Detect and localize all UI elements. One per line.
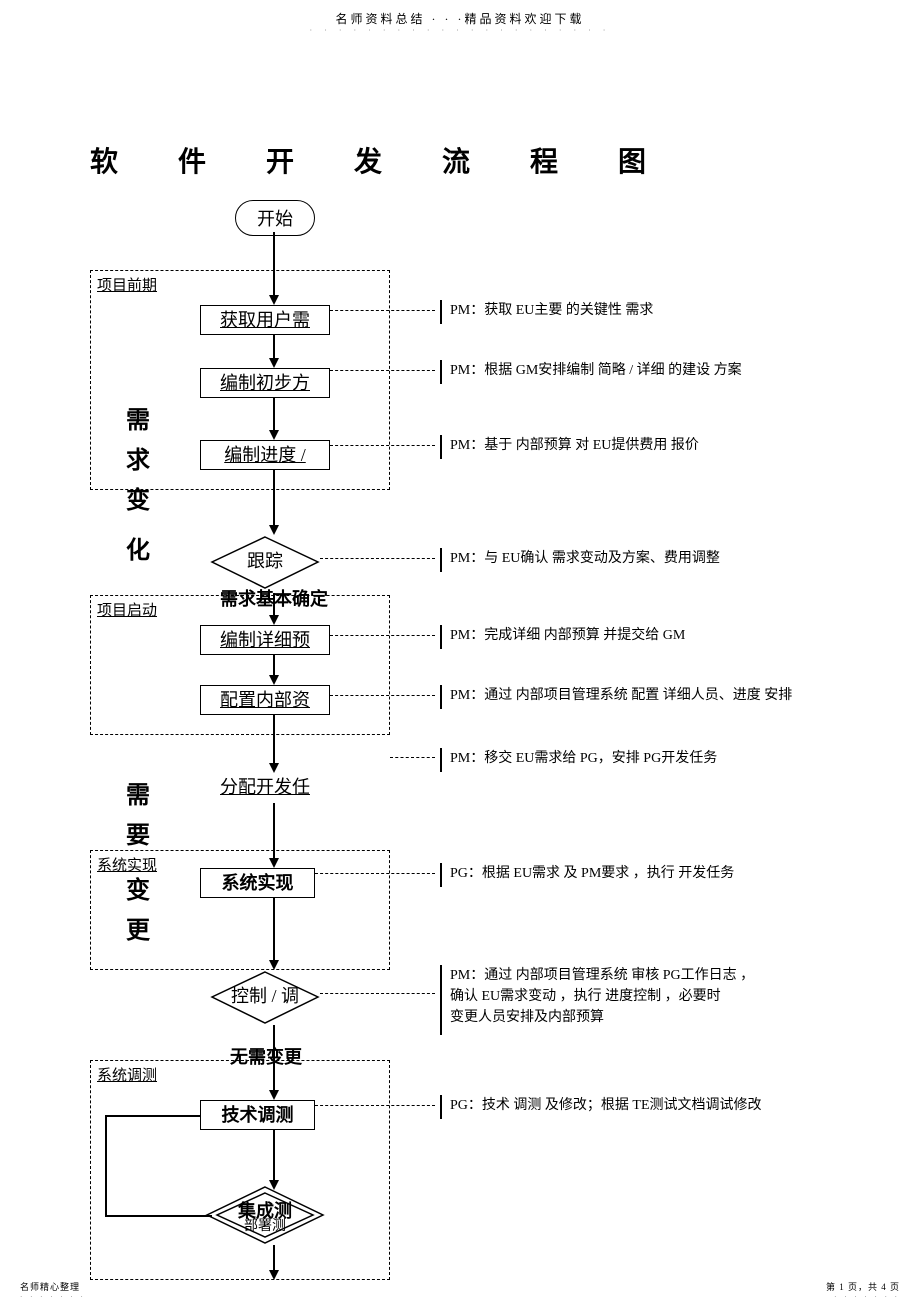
arrow-v3 <box>273 398 275 430</box>
decision-d1-below: 需求基本确定 <box>220 585 328 611</box>
conn-10 <box>315 1105 435 1106</box>
conn-7 <box>390 757 435 758</box>
conn-2 <box>330 370 435 371</box>
header-text: 名师资料总结 · · ·精品资料欢迎下载 <box>336 10 585 27</box>
arrow-v7 <box>273 715 275 763</box>
arrow-v9 <box>273 898 275 960</box>
phase-label-1: 项目启动 <box>95 599 159 620</box>
node-n8: 技术调测 <box>200 1100 315 1130</box>
annotation-4: PM：完成详细 内部预算 并提交给 GM <box>440 625 685 649</box>
conn-4 <box>320 558 435 559</box>
loop-v1 <box>105 1115 107 1215</box>
phase-label-0: 项目前期 <box>95 274 159 295</box>
annotation-6: PM：移交 EU需求给 PG，安排 PG开发任务 <box>440 748 717 772</box>
conn-1 <box>330 310 435 311</box>
arrow-v1 <box>273 232 275 295</box>
arrow-h1 <box>269 295 279 305</box>
arrow-v6 <box>273 655 275 675</box>
header-dots: · · · · · · · · · · · · · · · · · · · · … <box>310 26 611 35</box>
arrow-v2 <box>273 335 275 358</box>
annotation-5: PM：通过 内部项目管理系统 配置 详细人员、进度 安排 <box>440 685 792 709</box>
arrow-v8 <box>273 803 275 858</box>
page-title: 软件开发流程图 <box>90 140 830 180</box>
phase-label-2: 系统实现 <box>95 854 159 875</box>
annotation-1: PM：根据 GM安排编制 简略 / 详细 的建设 方案 <box>440 360 742 384</box>
loop-h2 <box>105 1215 212 1217</box>
phase-box-3 <box>90 1060 390 1280</box>
node-n4: 编制详细预 <box>200 625 330 655</box>
decision-d3: 集成测 部署测 <box>220 1190 310 1240</box>
footer-dots-r: · · · · · · · <box>834 1293 900 1301</box>
arrow-v4 <box>273 470 275 525</box>
arrow-h4 <box>269 525 279 535</box>
footer-dots-l: · · · · · · · <box>20 1293 86 1301</box>
annotation-7: PG：根据 EU需求 及 PM要求 ，执行 开发任务 <box>440 863 734 887</box>
annotation-2: PM：基于 内部预算 对 EU提供费用 报价 <box>440 435 699 459</box>
footer-right: 第 1 页，共 4 页 <box>826 1280 900 1293</box>
annotation-3: PM：与 EU确认 需求变动及方案、费用调整 <box>440 548 720 572</box>
decision-d1: 跟踪 <box>220 535 310 585</box>
start-node: 开始 <box>235 200 315 236</box>
node-n6: 分配开发任 <box>200 773 330 803</box>
arrow-h10 <box>269 1090 279 1100</box>
conn-5 <box>330 635 435 636</box>
footer-left: 名师精心整理 <box>20 1280 80 1293</box>
arrow-h12 <box>269 1270 279 1280</box>
node-n7: 系统实现 <box>200 868 315 898</box>
left-label-4: 需 <box>126 775 150 810</box>
node-n1: 获取用户需 <box>200 305 330 335</box>
arrow-h7 <box>269 763 279 773</box>
node-n2: 编制初步方 <box>200 368 330 398</box>
loop-h1 <box>105 1115 200 1117</box>
arrow-h3 <box>269 430 279 440</box>
decision-d2: 控制 / 调 <box>220 970 310 1020</box>
left-label-5: 要 <box>126 815 150 850</box>
conn-6 <box>330 695 435 696</box>
phase-label-3: 系统调测 <box>95 1064 159 1085</box>
arrow-h9 <box>269 960 279 970</box>
conn-3 <box>330 445 435 446</box>
decision-d2-below: 无需变更 <box>230 1043 302 1069</box>
annotation-0: PM：获取 EU主要 的关键性 需求 <box>440 300 653 324</box>
arrow-h2 <box>269 358 279 368</box>
conn-9 <box>320 993 435 994</box>
arrow-v11 <box>273 1130 275 1180</box>
node-n3: 编制进度 / <box>200 440 330 470</box>
node-n5: 配置内部资 <box>200 685 330 715</box>
arrow-v12 <box>273 1245 275 1270</box>
arrow-h8 <box>269 858 279 868</box>
arrow-h5 <box>269 615 279 625</box>
annotation-8: PM：通过 内部项目管理系统 审核 PG工作日志 ， 确认 EU需求变动 ，执行… <box>440 965 754 1035</box>
conn-8 <box>315 873 435 874</box>
annotation-9: PG：技术 调测 及修改；根据 TE测试文档调试修改 <box>440 1095 762 1119</box>
left-label-3: 化 <box>126 530 150 565</box>
arrow-h6 <box>269 675 279 685</box>
